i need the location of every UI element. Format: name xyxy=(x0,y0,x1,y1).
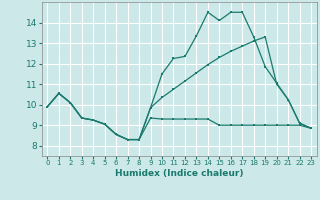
X-axis label: Humidex (Indice chaleur): Humidex (Indice chaleur) xyxy=(115,169,244,178)
